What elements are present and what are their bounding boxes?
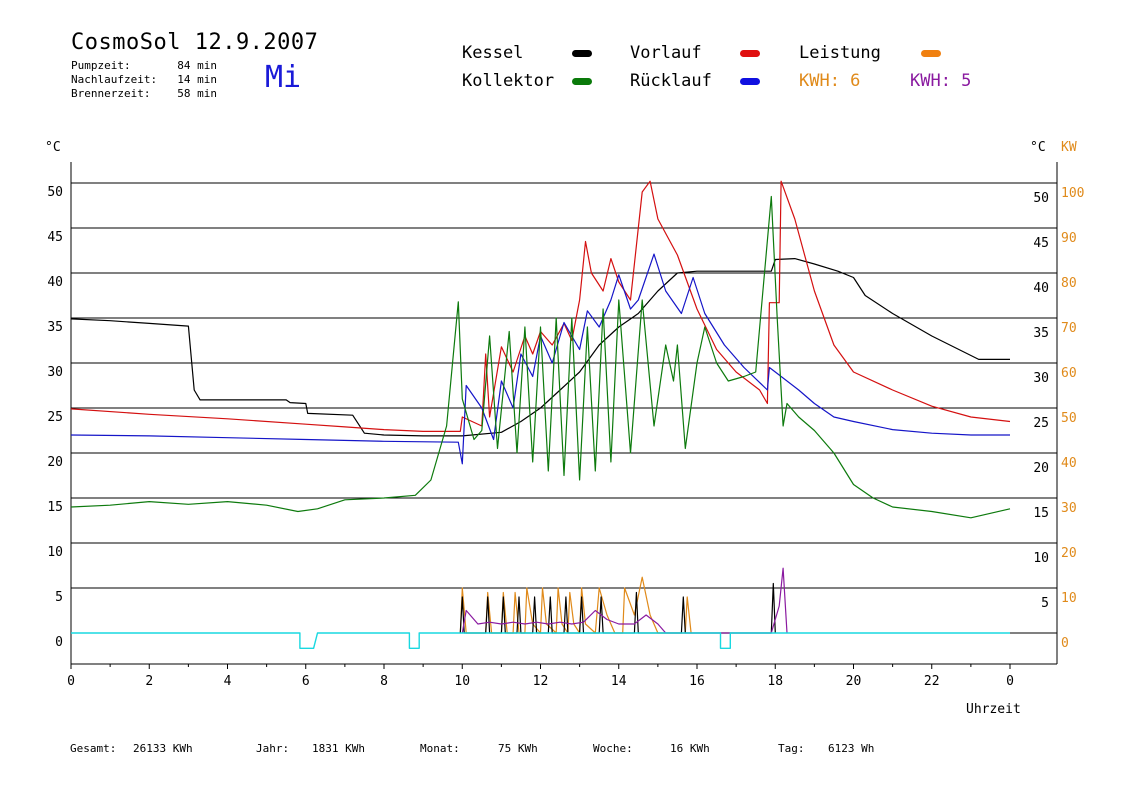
- y-left-tick-label: 10: [47, 545, 63, 560]
- kw-tick-label: 10: [1061, 591, 1077, 606]
- nachlaufzeit-value: 14 min: [177, 73, 217, 86]
- series-kessel-leistung: [459, 582, 776, 634]
- legend-ruecklauf-label: Rücklauf: [630, 71, 712, 91]
- series-kessel: [70, 258, 1010, 437]
- gesamt-label: Gesamt:: [70, 742, 117, 755]
- tag-label: Tag:: [778, 742, 805, 755]
- nachlaufzeit-label: Nachlaufzeit:: [71, 73, 158, 86]
- left-unit-label: °C: [45, 140, 61, 155]
- jahr-label: Jahr:: [256, 742, 290, 755]
- y-right-tick-label: 20: [1033, 461, 1049, 476]
- y-right-tick-label: 35: [1033, 326, 1049, 341]
- kw-tick-label: 40: [1061, 456, 1077, 471]
- kw-tick-label: 100: [1061, 186, 1084, 201]
- kwh-orange-label: KWH: 6: [799, 71, 861, 91]
- x-tick-label: 2: [145, 674, 153, 689]
- pumpzeit-label: Pumpzeit:: [71, 59, 131, 72]
- legend-leistung-label: Leistung: [799, 43, 881, 63]
- series-vorlauf: [70, 180, 1011, 432]
- x-tick-label: 0: [67, 674, 75, 689]
- legend-kessel-swatch: [572, 50, 592, 57]
- y-right-tick-label: 25: [1033, 416, 1049, 431]
- chart-title: CosmoSol 12.9.2007: [71, 30, 319, 55]
- kw-tick-label: 50: [1061, 411, 1077, 426]
- legend-kollektor-label: Kollektor: [462, 71, 555, 91]
- x-tick-label: 12: [533, 674, 549, 689]
- weekday-label: Mi: [265, 60, 302, 95]
- series-layer: [70, 180, 1011, 649]
- monat-value: 75 KWh: [498, 742, 538, 755]
- y-right-tick-label: 5: [1041, 596, 1049, 611]
- legend-vorlauf-swatch: [740, 50, 760, 57]
- y-left-tick-label: 15: [47, 500, 63, 515]
- grid: [70, 162, 1058, 669]
- x-tick-label: 16: [689, 674, 705, 689]
- gesamt-value: 26133 KWh: [133, 742, 193, 755]
- woche-value: 16 KWh: [670, 742, 710, 755]
- y-left-tick-label: 40: [47, 275, 63, 290]
- legend-ruecklauf-swatch: [740, 78, 760, 85]
- kw-tick-label: 90: [1061, 231, 1077, 246]
- y-right-tick-label: 15: [1033, 506, 1049, 521]
- x-tick-label: 10: [454, 674, 470, 689]
- tag-value: 6123 Wh: [828, 742, 875, 755]
- jahr-value: 1831 KWh: [312, 742, 365, 755]
- legend-kollektor-swatch: [572, 78, 592, 85]
- pumpzeit-value: 84 min: [177, 59, 217, 72]
- y-left-tick-label: 5: [55, 590, 63, 605]
- x-tick-label: 18: [767, 674, 783, 689]
- series-leistung: [459, 576, 692, 634]
- y-left-tick-label: 25: [47, 410, 63, 425]
- y-left-tick-label: 35: [47, 320, 63, 335]
- x-tick-label: 4: [224, 674, 232, 689]
- kw-tick-label: 20: [1061, 546, 1077, 561]
- kw-tick-label: 60: [1061, 366, 1077, 381]
- legend-leistung-swatch: [921, 50, 941, 57]
- kw-tick-label: 80: [1061, 276, 1077, 291]
- x-tick-label: 0: [1006, 674, 1014, 689]
- kw-unit-label: KW: [1061, 140, 1077, 155]
- x-axis-label: Uhrzeit: [966, 702, 1021, 717]
- x-tick-label: 6: [302, 674, 310, 689]
- kwh-purple-label: KWH: 5: [910, 71, 972, 91]
- y-left-tick-label: 20: [47, 455, 63, 470]
- y-right-tick-label: 30: [1033, 371, 1049, 386]
- legend-kessel-label: Kessel: [462, 43, 524, 63]
- y-left-tick-label: 45: [47, 230, 63, 245]
- kw-tick-label: 30: [1061, 501, 1077, 516]
- monat-label: Monat:: [420, 742, 460, 755]
- legend-vorlauf-label: Vorlauf: [630, 43, 702, 63]
- y-right-tick-label: 45: [1033, 236, 1049, 251]
- y-right-tick-label: 40: [1033, 281, 1049, 296]
- y-left-tick-label: 0: [55, 635, 63, 650]
- y-left-tick-label: 30: [47, 365, 63, 380]
- kw-tick-label: 0: [1061, 636, 1069, 651]
- kw-tick-label: 70: [1061, 321, 1077, 336]
- x-tick-label: 8: [380, 674, 388, 689]
- x-tick-label: 14: [611, 674, 627, 689]
- woche-label: Woche:: [593, 742, 633, 755]
- y-right-tick-label: 50: [1033, 191, 1049, 206]
- y-right-tick-label: 10: [1033, 551, 1049, 566]
- y-left-tick-label: 50: [47, 185, 63, 200]
- x-tick-label: 22: [924, 674, 940, 689]
- x-tick-label: 20: [846, 674, 862, 689]
- brennerzeit-value: 58 min: [177, 87, 217, 100]
- series-signal: [71, 632, 1010, 649]
- series-r-cklauf: [70, 253, 1010, 465]
- series-kollektor: [70, 195, 1011, 519]
- brennerzeit-label: Brennerzeit:: [71, 87, 151, 100]
- tick-labels: 0 2 4 6 8 10 12 14 16 18 20 22 005101520253035404550…: [47, 185, 1084, 689]
- right-unit-label: °C: [1030, 140, 1046, 155]
